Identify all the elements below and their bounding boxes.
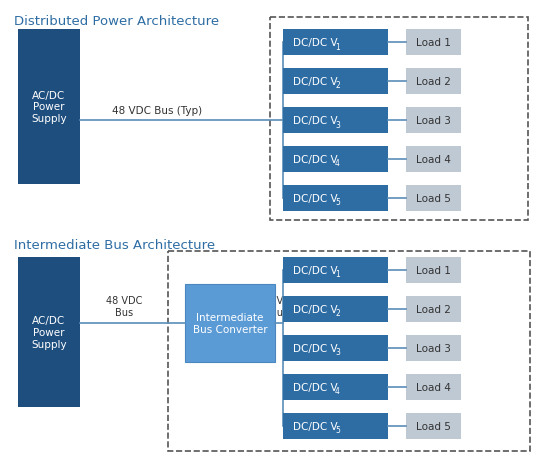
- Text: Load 5: Load 5: [416, 421, 451, 431]
- Bar: [283, 335, 388, 361]
- Text: DC/DC V: DC/DC V: [293, 343, 338, 353]
- Text: 1: 1: [335, 270, 340, 279]
- Text: Load 4: Load 4: [416, 155, 451, 165]
- Text: DC/DC V: DC/DC V: [293, 421, 338, 431]
- Text: DC/DC V: DC/DC V: [293, 382, 338, 392]
- Bar: [270, 18, 528, 220]
- Text: 2: 2: [335, 81, 340, 90]
- Bar: [406, 413, 461, 439]
- Text: AC/DC
Power
Supply: AC/DC Power Supply: [31, 91, 67, 124]
- Text: DC/DC V: DC/DC V: [293, 116, 338, 126]
- Bar: [18, 257, 80, 407]
- Text: 3: 3: [335, 348, 340, 357]
- Text: 5: 5: [335, 425, 340, 435]
- Text: 1: 1: [335, 43, 340, 51]
- Text: Distributed Power Architecture: Distributed Power Architecture: [14, 15, 219, 28]
- Bar: [406, 335, 461, 361]
- Text: 4: 4: [335, 159, 340, 168]
- Bar: [18, 30, 80, 185]
- Bar: [406, 69, 461, 95]
- Bar: [406, 147, 461, 173]
- Text: Intermediate Bus Architecture: Intermediate Bus Architecture: [14, 238, 215, 251]
- Bar: [283, 30, 388, 56]
- Bar: [406, 30, 461, 56]
- Bar: [283, 147, 388, 173]
- Text: AC/DC
Power
Supply: AC/DC Power Supply: [31, 316, 67, 349]
- Bar: [283, 186, 388, 212]
- Text: Load 4: Load 4: [416, 382, 451, 392]
- Text: Load 3: Load 3: [416, 343, 451, 353]
- Bar: [406, 257, 461, 283]
- Text: DC/DC V: DC/DC V: [293, 155, 338, 165]
- Text: Load 2: Load 2: [416, 304, 451, 314]
- Text: 12 VDC
Bus: 12 VDC Bus: [261, 296, 297, 317]
- Text: DC/DC V: DC/DC V: [293, 304, 338, 314]
- Text: 48 VDC
Bus: 48 VDC Bus: [106, 296, 142, 317]
- Bar: [406, 186, 461, 212]
- Text: DC/DC V: DC/DC V: [293, 77, 338, 87]
- Bar: [406, 374, 461, 400]
- Bar: [283, 413, 388, 439]
- Bar: [283, 296, 388, 322]
- Text: 4: 4: [335, 387, 340, 396]
- Text: Load 2: Load 2: [416, 77, 451, 87]
- Text: Load 1: Load 1: [416, 38, 451, 48]
- Text: Load 5: Load 5: [416, 194, 451, 204]
- Bar: [283, 374, 388, 400]
- Text: Load 3: Load 3: [416, 116, 451, 126]
- Bar: [283, 108, 388, 134]
- Text: 48 VDC Bus (Typ): 48 VDC Bus (Typ): [112, 106, 202, 116]
- Bar: [185, 284, 275, 362]
- Text: DC/DC V: DC/DC V: [293, 194, 338, 204]
- Bar: [168, 251, 530, 451]
- Text: DC/DC V: DC/DC V: [293, 38, 338, 48]
- Bar: [406, 108, 461, 134]
- Text: Intermediate
Bus Converter: Intermediate Bus Converter: [193, 313, 267, 334]
- Bar: [406, 296, 461, 322]
- Bar: [283, 257, 388, 283]
- Bar: [283, 69, 388, 95]
- Text: DC/DC V: DC/DC V: [293, 265, 338, 275]
- Text: 2: 2: [335, 309, 340, 318]
- Text: 3: 3: [335, 120, 340, 129]
- Text: Load 1: Load 1: [416, 265, 451, 275]
- Text: 5: 5: [335, 198, 340, 207]
